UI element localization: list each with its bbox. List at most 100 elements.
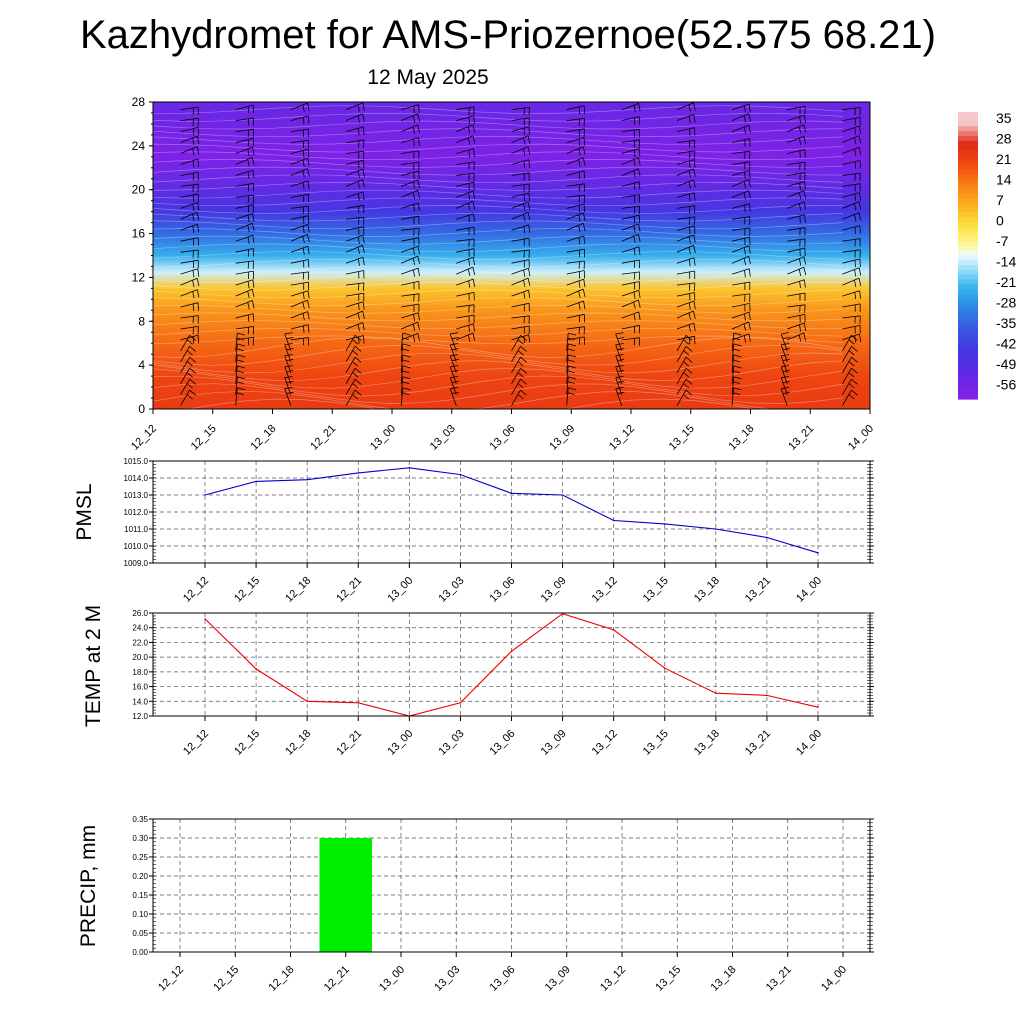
wind-barb — [456, 172, 475, 182]
contour-line — [153, 143, 844, 153]
wind-barb — [787, 279, 806, 289]
wind-barb — [566, 170, 586, 180]
wind-barb — [400, 387, 411, 406]
wind-barb — [787, 161, 806, 171]
wind-barb — [676, 334, 693, 352]
wind-barb — [731, 333, 751, 343]
wind-barb — [511, 212, 531, 222]
wind-barb — [401, 227, 420, 237]
wind-barb — [621, 337, 641, 346]
wind-barb — [345, 113, 365, 123]
wind-barb — [676, 192, 696, 202]
wind-barb — [511, 117, 530, 126]
wind-barb — [235, 387, 246, 406]
wind-barb — [842, 345, 858, 363]
wind-barb — [235, 204, 254, 213]
pmsl-point — [817, 552, 819, 554]
wind-barb — [621, 168, 641, 178]
y-tick-label: 28 — [132, 95, 146, 109]
wind-barb — [511, 183, 530, 193]
wind-barb — [180, 223, 200, 233]
wind-barb — [456, 213, 475, 223]
wind-barb — [456, 181, 475, 191]
wind-barb — [511, 356, 527, 373]
wind-barb — [511, 289, 531, 299]
wind-barb — [401, 303, 420, 312]
wind-barb — [842, 325, 861, 334]
wind-barb — [787, 247, 806, 257]
wind-barb — [290, 271, 310, 280]
x-tick-label: 13_15 — [653, 964, 683, 994]
colorbar-swatch — [958, 288, 978, 295]
wind-barb — [401, 255, 420, 265]
contour-line — [153, 327, 844, 337]
pmsl-point — [255, 480, 257, 483]
x-tick-label: 13_00 — [368, 423, 398, 453]
y-tick-label: 0.25 — [132, 853, 148, 862]
pmsl-point — [715, 528, 717, 530]
colorbar-swatch — [958, 355, 978, 362]
x-tick-label: 12_15 — [211, 964, 241, 994]
wind-barb — [731, 113, 751, 123]
x-tick-label: 12_18 — [249, 423, 279, 453]
wind-barb — [290, 299, 310, 309]
wind-barb — [345, 102, 365, 112]
chart-subtitle: 12 May 2025 — [367, 66, 488, 89]
contour-line — [153, 151, 844, 161]
wind-barb — [787, 322, 806, 332]
colorbar-swatch — [958, 308, 978, 314]
colorbar-swatch — [958, 155, 978, 161]
wind-barb — [842, 249, 861, 258]
wind-barb — [284, 332, 294, 352]
x-tick-label: 13_15 — [641, 575, 671, 605]
wind-barb — [732, 227, 751, 236]
x-tick-label: 13_09 — [539, 575, 569, 605]
precip-panel: 0.00 0.05 0.10 0.15 0.20 0.25 0.30 0.35 12_12 12_… — [77, 815, 874, 994]
x-tick-label: 13_18 — [692, 728, 722, 758]
colorbar-swatch — [958, 241, 978, 247]
colorbar-label: -56 — [996, 377, 1016, 393]
x-tick-label: 14_00 — [846, 423, 876, 453]
wind-barb — [566, 336, 585, 345]
colorbar-swatch — [958, 298, 978, 304]
wind-barb — [456, 226, 475, 236]
wind-barb — [290, 205, 310, 215]
contour-line — [153, 105, 844, 115]
wind-barb — [235, 169, 255, 179]
colorbar-label: -49 — [996, 356, 1016, 372]
x-tick-label: 12_15 — [232, 575, 262, 605]
colorbar-label: -42 — [996, 336, 1016, 352]
x-tick-label: 12_12 — [181, 728, 211, 758]
wind-barb — [345, 234, 365, 244]
wind-barb — [621, 223, 641, 233]
wind-barb — [676, 367, 693, 384]
wind-barb — [401, 104, 420, 114]
y-tick-label: 22.0 — [132, 638, 148, 647]
wind-barb — [511, 325, 530, 334]
wind-barb — [401, 137, 420, 147]
wind-barb — [566, 194, 585, 204]
y-tick-label: 1014.0 — [124, 474, 149, 483]
plot-frame — [152, 612, 871, 717]
y-tick-label: 18.0 — [132, 668, 148, 677]
colorbar-swatch — [958, 365, 978, 371]
temp-2m-point — [715, 692, 717, 694]
wind-barb — [676, 257, 696, 267]
contour-line — [153, 367, 844, 389]
wind-barb — [732, 281, 751, 290]
wind-barb — [787, 181, 806, 190]
wind-barb — [676, 225, 696, 235]
wind-barb — [566, 128, 585, 137]
wind-barb — [449, 332, 459, 352]
wind-barb — [456, 304, 475, 313]
pmsl-point — [510, 492, 513, 495]
wind-barb — [566, 203, 585, 213]
wind-barb — [511, 201, 531, 211]
wind-barb — [180, 183, 199, 193]
y-tick-label: 0.35 — [132, 815, 148, 824]
wind-barb — [566, 212, 586, 222]
wind-barb — [345, 159, 365, 169]
contour-line — [153, 120, 844, 130]
wind-barb — [621, 324, 641, 334]
contour-line — [153, 212, 844, 222]
